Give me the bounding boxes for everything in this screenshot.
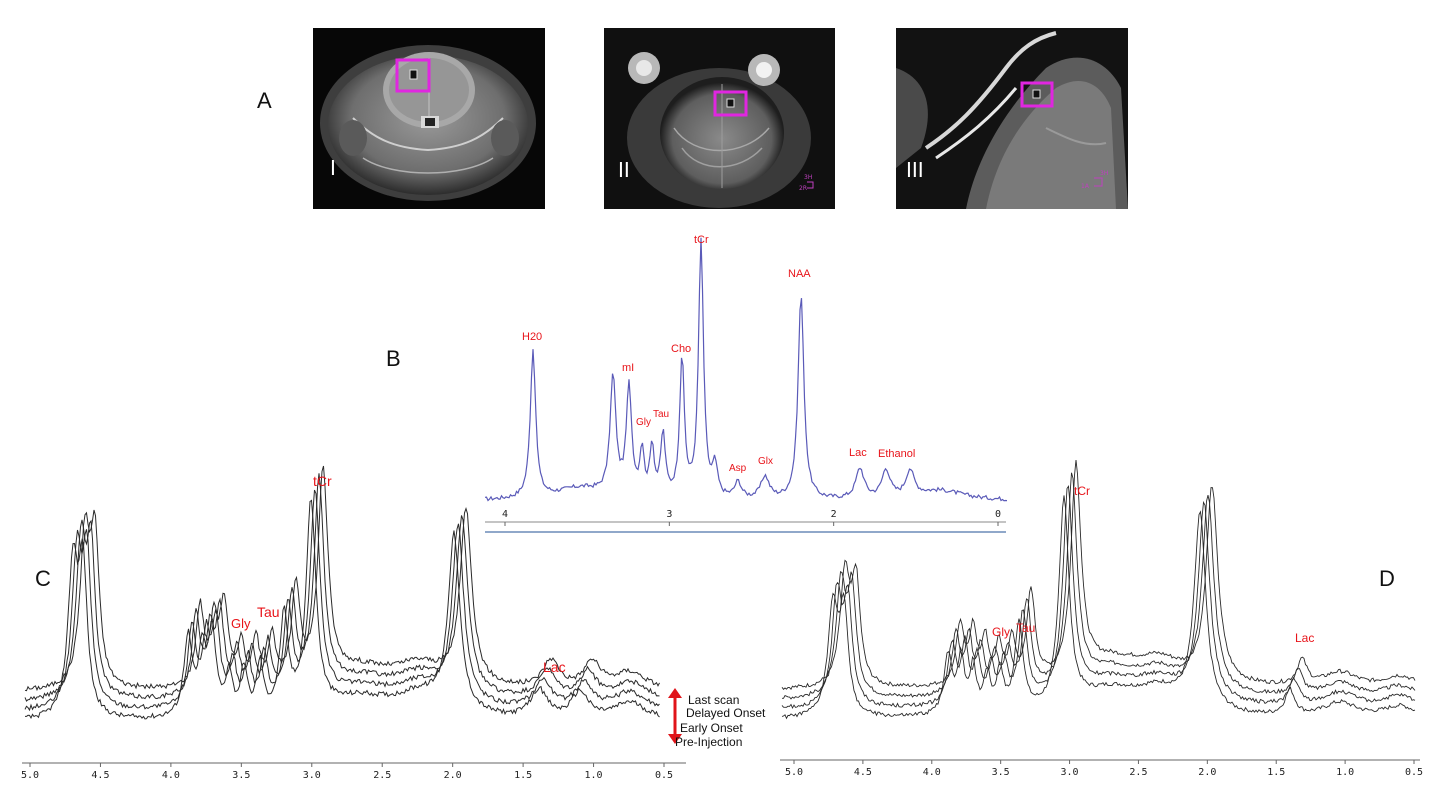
scale-label-v: 3H (804, 174, 812, 181)
legend-last-scan: Last scan (688, 693, 739, 707)
spectrum-trace (24, 489, 660, 712)
axis-tick-label: 2.0 (444, 770, 462, 781)
mri-roman-label: III (906, 158, 924, 182)
spectrum-trace (24, 473, 660, 702)
axis-tick-label: 4.5 (854, 767, 872, 778)
axis-tick-label: 5.0 (785, 767, 803, 778)
peak-label-tau: Tau (653, 409, 669, 420)
peak-label-lac: Lac (543, 659, 566, 675)
mri-image-coronal: 3H 2R II (604, 28, 835, 209)
spectrum-trace (781, 485, 1416, 710)
peak-label-glx: Glx (758, 456, 773, 467)
peak-label-lac: Lac (849, 447, 867, 459)
spectrum-trace (781, 460, 1416, 690)
axis-tick-label: 3 (666, 509, 672, 520)
legend-early-onset: Early Onset (680, 721, 743, 735)
axis-tick-label: 4.5 (91, 770, 109, 781)
peak-label-lac: Lac (1295, 631, 1314, 645)
axis-tick-label: 0 (995, 509, 1001, 520)
axis-tick-label: 3.0 (1061, 767, 1079, 778)
spectrum-b-trace (484, 237, 1008, 502)
axis-tick-label: 1.0 (585, 770, 603, 781)
panel-label-d: D (1379, 566, 1395, 591)
axis-tick-label: 1.5 (514, 770, 532, 781)
axis-tick-label: 5.0 (21, 770, 39, 781)
axis-tick-label: 2 (831, 509, 837, 520)
peak-label-gly: Gly (636, 417, 651, 428)
peak-label-asp: Asp (729, 463, 747, 474)
axis-tick-label: 2.5 (1129, 767, 1147, 778)
panel-label-a: A (257, 88, 272, 113)
spectrum-trace (24, 465, 660, 692)
mri-roman-label: II (618, 158, 630, 182)
axis-tick-label: 2.0 (1198, 767, 1216, 778)
spectrum-trace (781, 495, 1416, 720)
axis-tick-label: 3.5 (992, 767, 1010, 778)
axis-tick-label: 1.0 (1336, 767, 1354, 778)
peak-label-tcr: tCr (694, 234, 709, 246)
spectrum-c: 5.0 4.5 4.0 3.5 3.0 2.5 2.0 1.5 1.0 0.5 Gly Tau t… (21, 465, 766, 781)
axis-tick-label: 0.5 (655, 770, 673, 781)
peak-label-cho: Cho (671, 343, 691, 355)
roi-box (713, 90, 748, 117)
peak-label-ethanol: Ethanol (878, 448, 915, 460)
axis-tick-label: 4.0 (923, 767, 941, 778)
peak-label-tau: Tau (257, 604, 280, 620)
panel-label-c: C (35, 566, 51, 591)
peak-label-tau: Tau (1016, 621, 1035, 635)
peak-label-tcr: tCr (313, 473, 332, 489)
axis-tick-label: 4 (502, 509, 508, 520)
axis-tick-label: 2.5 (373, 770, 391, 781)
scale-label-h: 2R (799, 185, 807, 192)
scan-order-arrow (668, 688, 682, 744)
roi-box (1020, 81, 1054, 108)
peak-label-tcr: tCr (1074, 484, 1090, 498)
legend-delayed-onset: Delayed Onset (686, 706, 766, 720)
peak-label-gly: Gly (992, 625, 1010, 639)
panel-label-b: B (386, 346, 401, 371)
peak-label-naa: NAA (788, 268, 811, 280)
spectrum-d: 5.0 4.5 4.0 3.5 3.0 2.5 2.0 1.5 1.0 0.5 Gly Tau t… (780, 460, 1423, 778)
mri-image-axial: I (313, 28, 545, 209)
scale-label-v: 3H (1100, 170, 1108, 177)
axis-tick-label: 1.5 (1267, 767, 1285, 778)
axis-tick-label: 3.0 (303, 770, 321, 781)
mri-roman-label: I (330, 156, 336, 180)
spectrum-trace (782, 472, 1416, 700)
axis-tick-label: 4.0 (162, 770, 180, 781)
mri-image-sagittal: 3H 1A III (896, 28, 1128, 209)
peak-label-gly: Gly (231, 616, 251, 631)
scale-label-h: 1A (1081, 183, 1090, 190)
peak-label-h2o: H20 (522, 331, 542, 343)
roi-box (395, 58, 431, 93)
axis-tick-label: 0.5 (1405, 767, 1423, 778)
peak-label-mi: mI (622, 362, 634, 374)
spectrum-trace (25, 499, 660, 720)
axis-tick-label: 3.5 (232, 770, 250, 781)
legend-pre-injection: Pre-Injection (675, 735, 742, 749)
